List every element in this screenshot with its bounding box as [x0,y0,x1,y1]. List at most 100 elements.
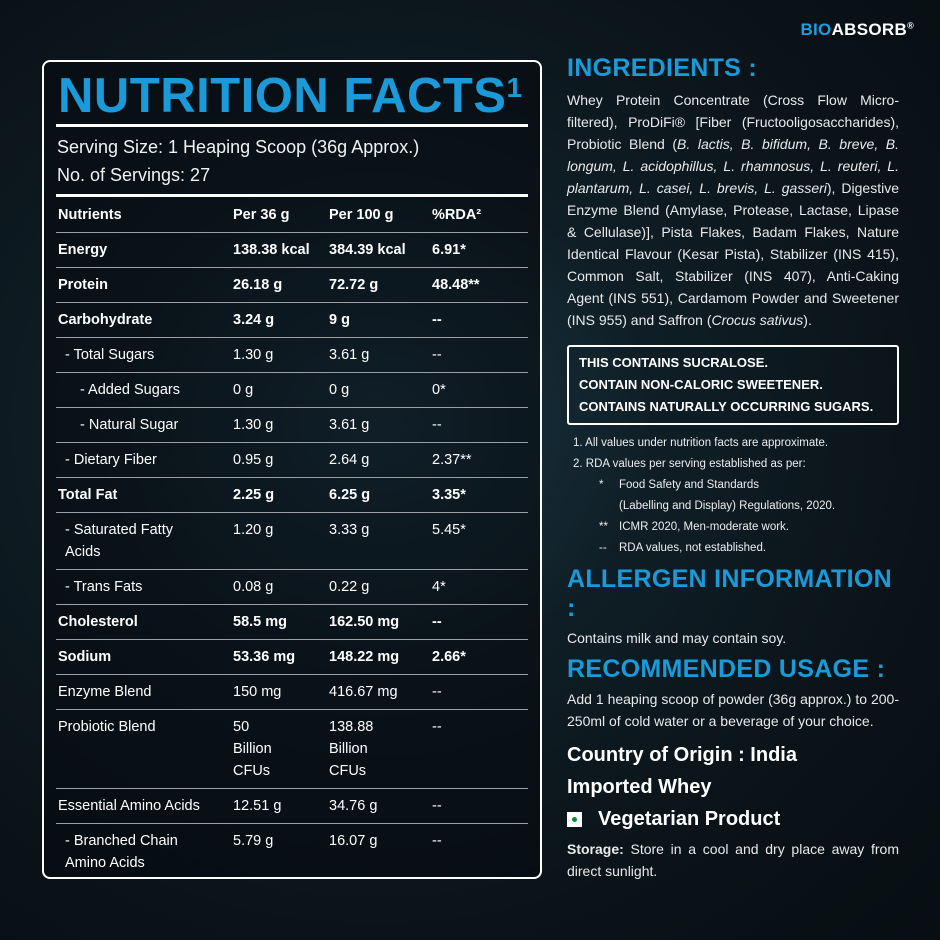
usage-heading: RECOMMENDED USAGE : [567,655,886,683]
footnote-2: 2. RDA values per serving established as… [573,458,806,470]
sweetener-warning: THIS CONTAINS SUCRALOSE. CONTAIN NON-CAL… [567,345,899,425]
storage-label: Storage: [567,841,624,857]
per-serving-value: 1.30 g [233,417,274,433]
nutrient-name: Nutrients [58,207,122,223]
table-row: - Saturated Fatty Acids 1.20 g 3.33 g 5.45* [56,513,528,570]
per-100g-value: 0.22 g [329,579,370,595]
rda-value: -- [432,798,442,814]
ingredients-segment: ), Digestive Enzyme Blend (Amylase, Prot… [567,180,899,328]
footnote-text: RDA values, not established. [619,542,767,554]
rda-value: -- [432,347,442,363]
per-serving-value: 0.95 g [233,452,274,468]
warning-line: THIS CONTAINS SUCRALOSE. [579,355,768,370]
footnote-mark: -- [599,542,607,554]
table-row: Sodium 53.36 mg 148.22 mg 2.66* [56,640,528,675]
per-100g-value: 0 g [329,382,350,398]
per-serving-value: 2.25 g [233,487,275,503]
allergen-heading: ALLERGEN INFORMATION : [567,565,892,622]
per-serving-value: 12.51 g [233,798,282,814]
per-serving-value: 1.30 g [233,347,274,363]
nutrient-name: Energy [58,242,108,258]
table-row: - Trans Fats 0.08 g 0.22 g 4* [56,570,528,605]
rda-value: 2.66* [432,649,466,665]
per-serving-value: 50 Billion CFUs [233,719,272,779]
per-100g-value: 138.88 Billion CFUs [329,719,374,779]
nutrient-name: Probiotic Blend [58,719,156,735]
table-row: Probiotic Blend 50 Billion CFUs 138.88 Bil… [56,710,528,789]
table-header-row: Nutrients Per 36 g Per 100 g %RDA² [56,198,528,233]
footnote-mark: * [599,479,604,491]
registered-mark: ® [907,20,914,31]
rda-value: 5.45* [432,522,466,538]
footnote-sub: ** ICMR 2020, Men-moderate work. [567,517,899,538]
title-text: NUTRITION FACTS [58,69,507,123]
per-100g-value: 34.76 g [329,798,378,814]
nutrient-name: - Total Sugars [65,347,155,363]
nutrition-table: Nutrients Per 36 g Per 100 g %RDA² Energy 138… [56,198,528,880]
footnote-sub: -- RDA values, not established. [567,538,899,559]
per-100g-value: Per 100 g [329,207,394,223]
per-100g-value: 384.39 kcal [329,242,406,258]
table-row: Protein 26.18 g 72.72 g 48.48** [56,268,528,303]
usage-text: Add 1 heaping scoop of powder (36g appro… [567,691,899,729]
nutrient-name: Sodium [58,649,112,665]
ingredients-segment: ). [803,312,812,328]
table-row: - Natural Sugar 1.30 g 3.61 g -- [56,408,528,443]
vegetarian-product: Vegetarian Product [567,804,899,834]
divider [56,194,528,197]
rda-value: 6.91* [432,242,466,258]
per-100g-value: 162.50 mg [329,614,400,630]
per-100g-value: 3.61 g [329,417,370,433]
warning-line: CONTAIN NON-CALORIC SWEETENER. [579,377,823,392]
nutrient-name: - Dietary Fiber [65,452,157,468]
nutrition-facts-panel: NUTRITION FACTS1 Serving Size: 1 Heaping… [42,60,542,879]
nutrient-name: Protein [58,277,108,293]
per-serving-value: 5.79 g [233,833,274,849]
storage-value: Store in a cool and dry place away from … [567,841,899,879]
nutrient-name: Carbohydrate [58,312,153,328]
table-row: Cholesterol 58.5 mg 162.50 mg -- [56,605,528,640]
veg-symbol-icon [567,812,582,828]
table-row: Energy 138.38 kcal 384.39 kcal 6.91* [56,233,528,268]
per-100g-value: 148.22 mg [329,649,400,665]
rda-value: 48.48** [432,277,480,293]
per-100g-value: 9 g [329,312,350,328]
brand-part2: ABSORB [831,20,908,39]
rda-value: -- [432,684,442,700]
per-serving-value: 58.5 mg [233,614,287,630]
ingredients-segment: B. lactis, B. bifidum, B. breve, B. long… [567,136,899,196]
per-serving-value: 150 mg [233,684,282,700]
serving-size: Serving Size: 1 Heaping Scoop (36g Appro… [57,137,420,157]
rda-value: 3.35* [432,487,466,503]
nutrient-name: Total Fat [58,487,118,503]
ingredients-segment: Whey Protein Concentrate (Cross Flow Mic… [567,92,899,152]
per-100g-value: 6.25 g [329,487,371,503]
nutrition-title: NUTRITION FACTS1 [58,68,523,124]
per-100g-value: 3.61 g [329,347,370,363]
table-row: - Total Sugars 1.30 g 3.61 g -- [56,338,528,373]
info-column: INGREDIENTS : Whey Protein Concentrate (… [567,54,899,882]
per-100g-value: 2.64 g [329,452,370,468]
ingredients-segment: Crocus sativus [711,312,804,328]
footnote-sub: * Food Safety and Standards (Labelling an… [567,475,899,517]
table-row: - Dietary Fiber 0.95 g 2.64 g 2.37** [56,443,528,478]
brand-logo: BIOABSORB® [800,20,914,40]
footnote-1: 1. All values under nutrition facts are … [573,437,829,449]
per-serving-value: 1.20 g [233,522,274,538]
per-100g-value: 3.33 g [329,522,370,538]
nutrient-name: Cholesterol [58,614,138,630]
per-serving-value: 26.18 g [233,277,283,293]
footnotes: 1. All values under nutrition facts are … [567,433,899,559]
country-of-origin: Country of Origin : India [567,744,797,766]
nutrient-name: - Natural Sugar [80,417,179,433]
warning-line: CONTAINS NATURALLY OCCURRING SUGARS. [579,399,874,414]
per-serving-value: 138.38 kcal [233,242,310,258]
per-serving-value: 0.08 g [233,579,274,595]
per-serving-value: Per 36 g [233,207,290,223]
nutrient-name: Essential Amino Acids [58,798,200,814]
per-100g-value: 72.72 g [329,277,379,293]
storage-text: Storage: Store in a cool and dry place a… [567,838,899,882]
footnote-text: ICMR 2020, Men-moderate work. [619,521,790,533]
brand-part1: BIO [800,20,832,39]
rda-value: -- [432,417,442,433]
